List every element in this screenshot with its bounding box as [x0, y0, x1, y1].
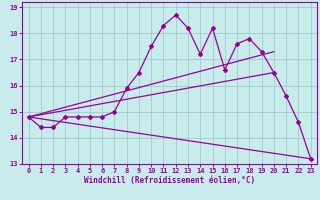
X-axis label: Windchill (Refroidissement éolien,°C): Windchill (Refroidissement éolien,°C)	[84, 176, 255, 185]
